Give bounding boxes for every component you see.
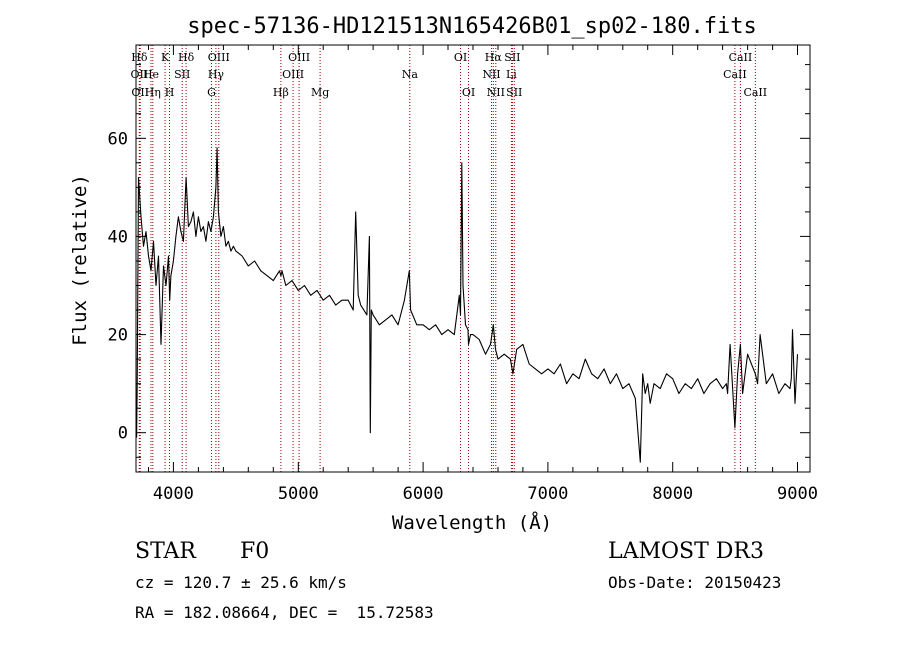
spectral-line-labels: HδOIIOIIHeHηKHSIIHδGHγOIIIHβOIIIOIIIMgNa… (131, 51, 768, 99)
y-axis-label: Flux (relative) (69, 174, 91, 346)
x-tick-label-7000: 7000 (527, 484, 568, 504)
line-label-5: K (161, 51, 170, 64)
line-label-15: Mg (311, 86, 329, 99)
survey-name: LAMOST DR3 (608, 539, 764, 564)
line-label-12: Hβ (273, 86, 289, 99)
line-label-4: Hη (145, 86, 161, 99)
line-label-23: SII (504, 51, 520, 64)
x-tick-label-6000: 6000 (403, 484, 444, 504)
line-label-25: CaII (723, 68, 747, 81)
line-label-21: NII (487, 86, 505, 99)
line-label-10: Hγ (208, 68, 225, 81)
line-label-20: Hα (485, 51, 503, 64)
line-label-9: G (207, 86, 216, 99)
x-tick-label-5000: 5000 (278, 484, 319, 504)
line-label-13: OIII (282, 68, 304, 81)
spectrum-trace-group (136, 147, 799, 463)
line-label-1: OII (131, 68, 149, 81)
x-axis-label: Wavelength (Å) (392, 511, 552, 534)
line-label-8: Hδ (178, 51, 195, 64)
x-tick-label-4000: 4000 (153, 484, 194, 504)
line-label-22: Li (506, 68, 517, 81)
x-axis: 4000 5000 6000 7000 8000 9000 (148, 45, 818, 504)
line-label-17: OI (454, 51, 467, 64)
line-label-0: Hδ (131, 51, 148, 64)
line-label-26: CaII (729, 51, 753, 64)
chart-title: spec-57136-HD121513N165426B01_sp02-180.f… (187, 14, 757, 39)
line-label-7: SII (174, 68, 190, 81)
spectrum-line (136, 147, 799, 463)
x-tick-label-9000: 9000 (777, 484, 818, 504)
line-label-2: OII (131, 86, 149, 99)
object-subclass: F0 (240, 539, 270, 564)
line-label-19: NII (482, 68, 500, 81)
line-label-3: He (143, 68, 159, 81)
y-tick-label-40: 40 (108, 227, 128, 247)
y-tick-label-0: 0 (118, 424, 128, 444)
line-label-14: OIII (288, 51, 310, 64)
spectral-line-markers (138, 45, 756, 472)
line-label-18: OI (462, 86, 475, 99)
observation-date: Obs-Date: 20150423 (608, 573, 782, 592)
line-label-27: CaII (743, 86, 767, 99)
plot-frame (135, 44, 811, 473)
redshift-value: cz = 120.7 ± 25.6 km/s (135, 573, 347, 592)
line-label-6: H (165, 86, 175, 99)
object-class: STAR (135, 539, 196, 564)
y-axis: 0 20 40 60 (108, 64, 810, 458)
line-label-24: SII (506, 86, 522, 99)
line-label-11: OIII (208, 51, 230, 64)
y-tick-label-60: 60 (108, 129, 128, 149)
y-tick-label-20: 20 (108, 326, 128, 346)
x-tick-label-8000: 8000 (652, 484, 693, 504)
line-label-16: Na (402, 68, 419, 81)
coordinates: RA = 182.08664, DEC = 15.72583 (135, 603, 434, 622)
